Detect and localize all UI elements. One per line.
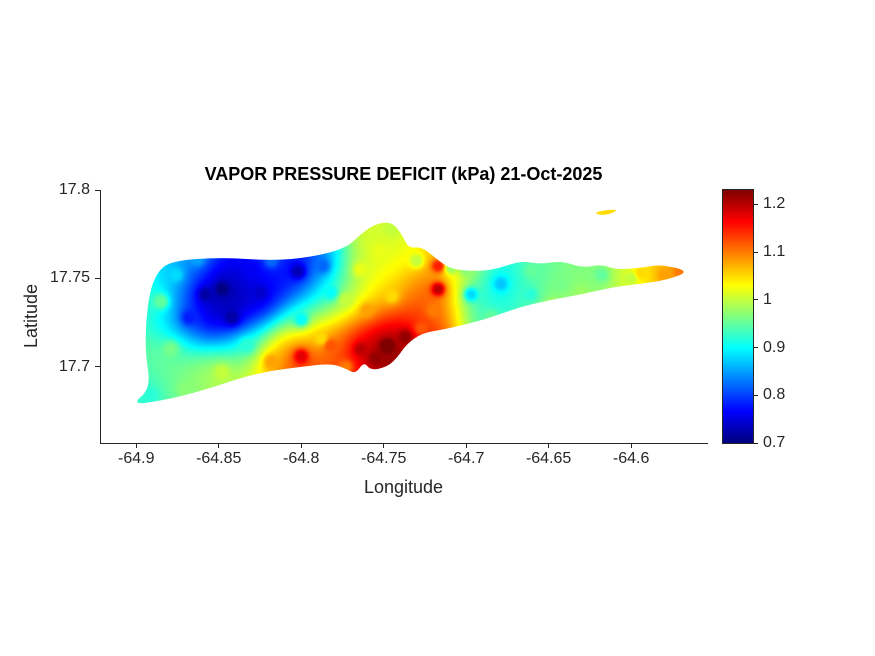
x-axis-label: Longitude (363, 477, 444, 497)
x-tick-label: -64.8 (282, 450, 320, 467)
y-tick-mark (95, 366, 100, 368)
colorbar-tick-label: 0.9 (763, 338, 786, 356)
colorbar-tick-label: 1.2 (763, 195, 786, 213)
vpd-heatmap (100, 190, 707, 443)
colorbar-tick-mark (754, 442, 758, 444)
x-tick-mark (135, 443, 137, 448)
x-tick-mark (630, 443, 632, 448)
x-tick-mark (548, 443, 550, 448)
colorbar-tick-label: 1 (763, 290, 772, 308)
colorbar-tick-mark (754, 203, 758, 205)
x-tick-label: -64.65 (525, 450, 572, 467)
x-tick-label: -64.85 (196, 450, 242, 467)
x-tick-mark (383, 443, 385, 448)
y-tick-label: 17.7 (58, 357, 90, 375)
colorbar-tick-label: 1.1 (763, 243, 786, 261)
x-tick-label: -64.7 (447, 450, 485, 467)
colorbar-tick-mark (754, 347, 758, 349)
chart-title: VAPOR PRESSURE DEFICIT (kPa) 21-Oct-2025 (204, 164, 603, 184)
y-tick-label: 17.8 (58, 181, 90, 198)
colorbar-tick-mark (754, 251, 758, 253)
x-axis-line (100, 443, 708, 444)
y-tick-mark (95, 277, 100, 279)
colorbar-gradient (723, 190, 753, 443)
x-tick-mark (300, 443, 302, 448)
colorbar-tick-label: 0.8 (763, 386, 786, 404)
y-tick-label: 17.75 (49, 269, 90, 287)
x-tick-label: -64.9 (118, 450, 155, 467)
colorbar (722, 189, 754, 444)
y-tick-mark (95, 189, 100, 191)
x-tick-label: -64.6 (612, 450, 650, 467)
colorbar-tick-label: 0.7 (763, 434, 786, 451)
colorbar-tick-mark (754, 394, 758, 396)
colorbar-tick-mark (754, 299, 758, 301)
x-tick-label: -64.75 (361, 450, 407, 467)
y-axis-line (100, 190, 101, 444)
x-tick-mark (465, 443, 467, 448)
x-tick-mark (218, 443, 220, 448)
